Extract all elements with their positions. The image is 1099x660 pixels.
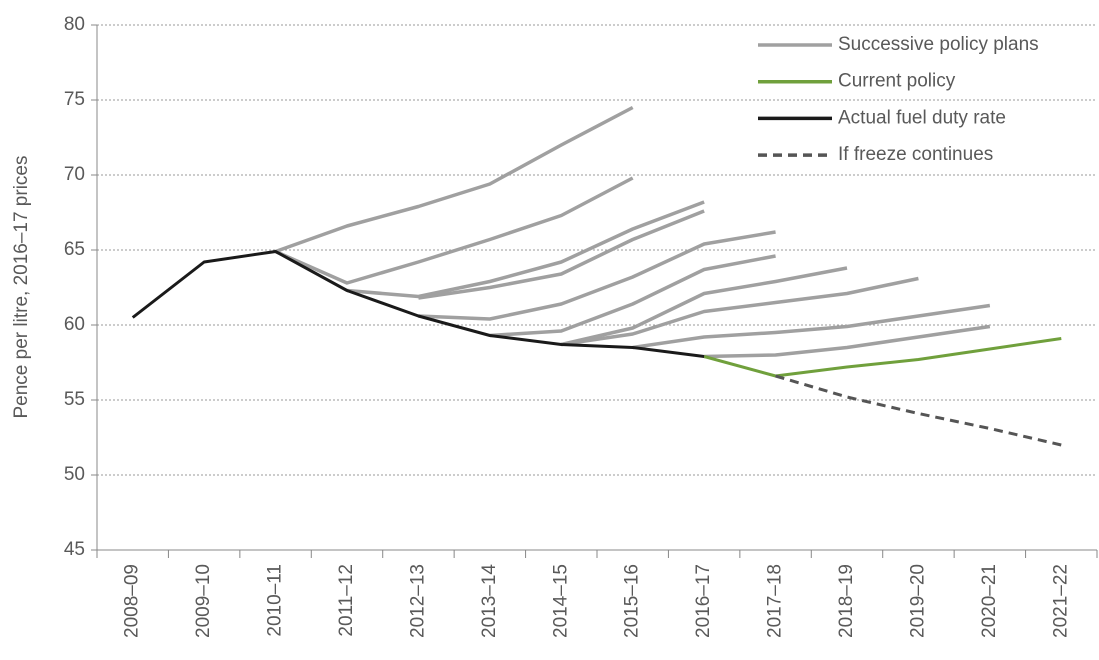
x-tick-label: 2013–14 [479,564,500,638]
legend-label: Current policy [838,71,956,92]
series-line [274,105,634,254]
legend-label: If freeze continues [838,144,993,165]
x-tick-label: 2008–09 [122,564,143,638]
series-line [704,324,991,359]
y-tick-label: 45 [64,539,85,560]
series-line [274,176,634,285]
series-line [346,200,705,299]
y-tick-label: 65 [64,239,85,260]
y-tick-label: 70 [64,164,85,185]
x-tick-label: 2021–22 [1050,564,1071,638]
series-line [561,276,919,347]
x-tick-label: 2015–16 [622,564,643,638]
series-line [131,250,705,358]
x-tick-label: 2012–13 [407,564,428,638]
y-tick-label: 75 [64,89,85,110]
y-axis-label: Pence per litre, 2016–17 prices [11,156,32,419]
x-tick-label: 2017–18 [765,564,786,638]
series-line [418,209,705,300]
x-tick-label: 2016–17 [693,564,714,638]
x-tick-label: 2019–20 [907,564,928,638]
legend-label: Actual fuel duty rate [838,107,1006,128]
legend-label: Successive policy plans [838,34,1039,55]
series-line [775,374,1062,447]
y-tick-label: 80 [64,14,85,35]
x-tick-label: 2018–19 [836,564,857,638]
x-tick-label: 2011–12 [336,564,357,637]
y-tick-label: 55 [64,389,85,410]
series-line [489,254,776,338]
series-line [632,303,991,350]
y-tick-label: 60 [64,314,85,335]
x-tick-label: 2014–15 [550,564,571,638]
x-tick-label: 2010–11 [265,564,286,637]
series-line [703,337,1062,378]
y-tick-label: 50 [64,464,85,485]
series-line [560,266,848,347]
x-tick-label: 2009–10 [193,564,214,638]
series-line [418,230,776,321]
x-tick-label: 2020–21 [979,564,1000,638]
